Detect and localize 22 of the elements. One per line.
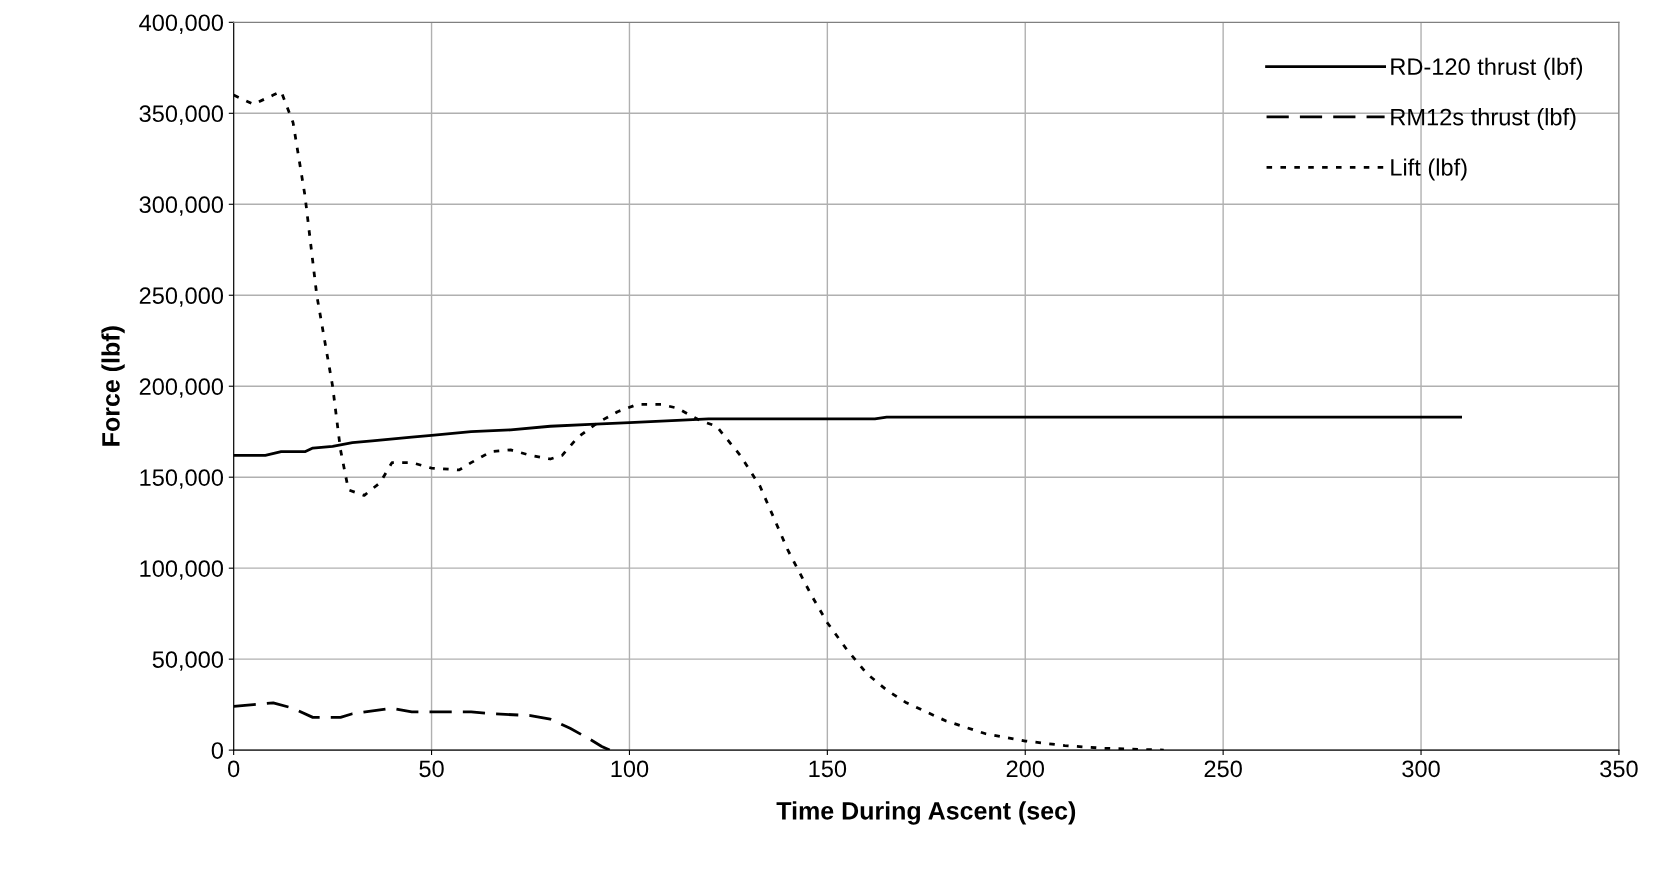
- y-tick-label: 0: [211, 742, 224, 759]
- x-tick-label: 50: [419, 760, 444, 778]
- y-tick-label: 100,000: [140, 560, 224, 580]
- y-tick-label: 350,000: [139, 105, 224, 125]
- x-tick-label: 100: [611, 760, 649, 778]
- x-tick-label: 300: [1402, 760, 1440, 778]
- x-tick-label: 200: [1006, 760, 1045, 778]
- y-tick-label: 400,000: [139, 14, 224, 34]
- x-tick-label: 350: [1600, 760, 1638, 778]
- y-axis-title: Force (lbf): [101, 326, 125, 446]
- legend-label: Lift (lbf): [1391, 158, 1467, 181]
- y-tick-label: 50,000: [152, 651, 224, 671]
- x-tick-label: 0: [228, 760, 240, 778]
- x-axis-title: Time During Ascent (sec): [776, 801, 1076, 825]
- x-tick-label: 150: [809, 760, 847, 778]
- y-tick-label: 200,000: [139, 378, 224, 398]
- x-tick-label: 250: [1204, 760, 1242, 778]
- legend-label: RM12s thrust (lbf): [1391, 108, 1576, 131]
- legend-label: RD-120 thrust (lbf): [1391, 57, 1583, 80]
- y-tick-label: 250,000: [139, 287, 224, 307]
- y-tick-label: 150,000: [140, 469, 224, 489]
- y-tick-label: 300,000: [139, 196, 224, 216]
